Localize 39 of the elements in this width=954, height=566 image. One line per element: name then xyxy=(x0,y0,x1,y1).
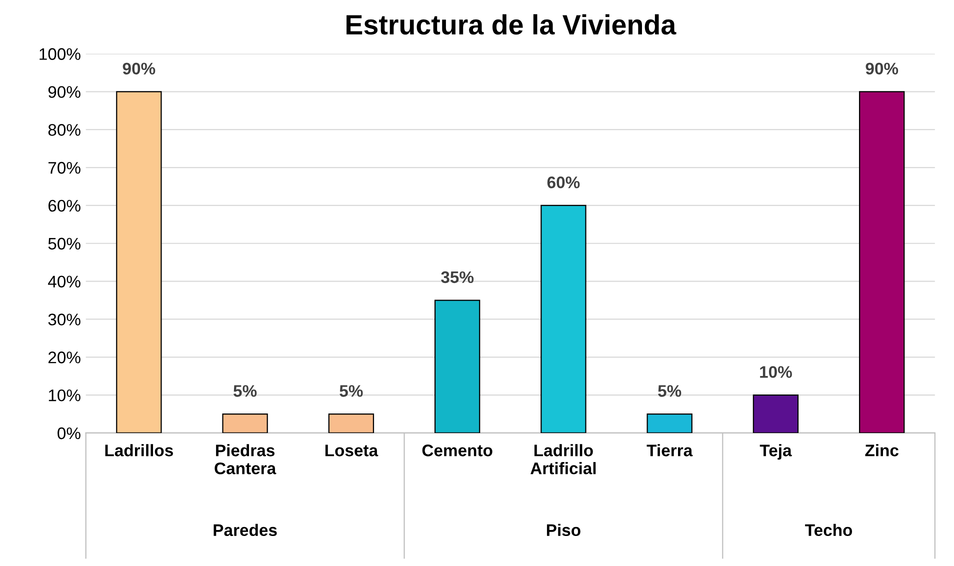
data-label: 5% xyxy=(340,385,363,397)
y-tick-label: 80% xyxy=(48,124,80,136)
y-tick-label: 100% xyxy=(40,48,80,60)
y-tick-label: 30% xyxy=(48,314,80,326)
x-tick-label: Ladrillos xyxy=(105,444,173,456)
data-label: 5% xyxy=(658,385,682,397)
x-tick-label: Piedras Cantera xyxy=(214,444,276,474)
x-tick-label: Tierra xyxy=(646,444,693,456)
y-tick-label: 10% xyxy=(48,389,80,402)
text: Piso xyxy=(546,524,580,536)
x-tick-label: Zinc xyxy=(865,444,898,456)
y-tick-label: 0% xyxy=(58,427,80,440)
bar xyxy=(434,300,480,433)
bar xyxy=(859,91,905,433)
bar xyxy=(328,413,374,433)
chart-title: Estructura de la Vivienda xyxy=(346,14,676,35)
y-tick-label: 70% xyxy=(48,162,80,174)
data-label: 35% xyxy=(441,271,474,284)
data-label: 90% xyxy=(122,62,156,75)
bar xyxy=(116,91,162,433)
y-tick-label: 20% xyxy=(48,352,80,364)
bar xyxy=(752,394,799,433)
bar xyxy=(222,413,268,433)
x-tick-label: Loseta xyxy=(325,444,378,456)
data-label: 90% xyxy=(866,62,898,75)
bar xyxy=(646,413,692,433)
bar xyxy=(540,204,586,433)
x-tick-label: Cemento xyxy=(422,444,492,456)
y-tick-label: 60% xyxy=(48,200,80,212)
data-label: 10% xyxy=(760,366,792,378)
text: Techo xyxy=(805,524,852,536)
data-label: 5% xyxy=(234,385,257,397)
text: Paredes xyxy=(214,524,277,536)
x-tick-label: Teja xyxy=(760,444,792,460)
x-tick-label: Ladrillo Artificial xyxy=(530,444,596,474)
y-tick-label: 40% xyxy=(48,276,80,288)
y-tick-label: 50% xyxy=(48,238,80,250)
y-tick-label: 90% xyxy=(48,86,80,98)
data-label: 60% xyxy=(547,176,580,188)
